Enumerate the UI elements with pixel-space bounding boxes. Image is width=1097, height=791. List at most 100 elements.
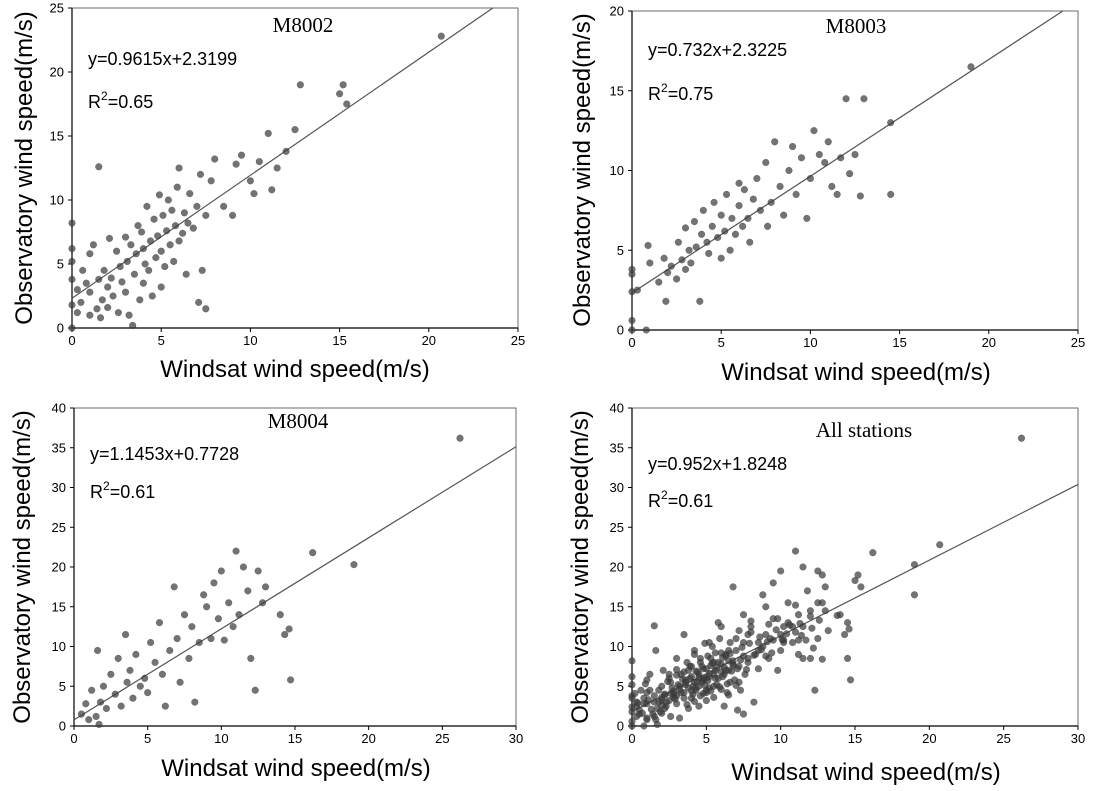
data-point [684, 666, 693, 674]
panel-title: M8003 [826, 14, 887, 38]
panel-title: All stations [816, 418, 912, 442]
data-point [132, 250, 140, 258]
data-point [141, 260, 149, 268]
data-point [634, 699, 642, 707]
data-point [130, 270, 139, 278]
data-point [815, 150, 823, 159]
data-point [768, 649, 776, 657]
data-point [168, 206, 176, 214]
x-tick-label: 10 [243, 333, 257, 348]
data-point [678, 675, 687, 683]
data-point [754, 665, 763, 673]
data-point [171, 221, 180, 230]
regression-equation: y=1.1453x+0.7728 [90, 444, 239, 464]
data-point [717, 254, 725, 262]
data-point [309, 549, 317, 557]
data-point [89, 241, 98, 249]
y-tick-label: 40 [610, 401, 624, 416]
data-point [833, 190, 841, 199]
y-tick-label: 25 [52, 520, 66, 535]
data-point [714, 619, 722, 627]
data-point [735, 626, 743, 635]
data-point [286, 676, 295, 684]
data-point [73, 285, 82, 294]
data-point [797, 631, 806, 640]
data-point [343, 100, 351, 108]
data-point [173, 634, 181, 643]
data-point [161, 702, 169, 710]
data-point [658, 682, 666, 690]
data-point [747, 622, 755, 631]
data-point [690, 217, 699, 226]
data-point [707, 687, 715, 695]
x-tick-label: 10 [214, 731, 228, 746]
data-point [628, 673, 636, 681]
data-point [1017, 434, 1026, 442]
x-tick-label: 20 [422, 333, 436, 348]
x-tick-label: 25 [996, 731, 1010, 746]
data-point [869, 549, 877, 557]
data-point [162, 227, 171, 235]
data-point [703, 238, 711, 246]
data-point [736, 686, 745, 694]
data-point [180, 611, 189, 619]
data-point [828, 182, 836, 191]
data-point [191, 698, 199, 706]
data-point [794, 611, 803, 619]
data-point [86, 311, 94, 319]
data-point [335, 90, 344, 98]
data-point [350, 560, 358, 569]
y-tick-label: 25 [610, 520, 624, 535]
data-point [797, 154, 806, 162]
data-point [202, 305, 210, 313]
data-point [774, 666, 782, 674]
data-point [643, 715, 651, 724]
data-point [779, 622, 788, 631]
data-point [628, 326, 636, 334]
y-tick-label: 20 [50, 65, 64, 80]
data-point [95, 275, 103, 284]
x-tick-label: 5 [158, 333, 165, 348]
data-point [68, 257, 76, 266]
data-point [211, 155, 219, 163]
y-tick-label: 10 [50, 193, 64, 208]
data-point [788, 142, 797, 151]
data-point [339, 81, 347, 89]
data-point [782, 630, 791, 638]
y-tick-label: 20 [610, 4, 624, 19]
data-point [85, 715, 93, 724]
data-point [821, 158, 829, 167]
data-point [296, 81, 305, 89]
data-point [685, 246, 693, 254]
x-tick-label: 25 [1071, 335, 1085, 350]
data-point [121, 233, 130, 241]
data-point [678, 256, 686, 264]
data-point [687, 687, 696, 695]
data-point [107, 670, 115, 678]
data-point [185, 654, 193, 663]
data-point [88, 686, 96, 694]
data-point [114, 654, 122, 663]
data-point [887, 190, 895, 199]
data-point [846, 676, 855, 684]
data-point [690, 650, 699, 659]
data-point [887, 119, 895, 127]
data-point [157, 247, 165, 255]
data-point [756, 633, 764, 641]
data-point [261, 583, 270, 591]
data-point [738, 222, 747, 230]
data-point [644, 241, 652, 250]
y-tick-label: 15 [52, 599, 66, 614]
data-point [808, 624, 816, 632]
data-point [708, 222, 716, 230]
data-point [220, 636, 228, 644]
data-point [178, 229, 187, 237]
data-point [744, 654, 752, 663]
panel-all-stations: 0 5 10 15 20 25 30 0 5 10 15 20 25 30 35 40 All station… [567, 401, 1085, 787]
data-point [765, 654, 773, 663]
data-point [784, 599, 792, 607]
data-point [193, 202, 201, 211]
data-points [628, 63, 975, 334]
data-point [164, 196, 172, 204]
data-point [254, 567, 262, 575]
